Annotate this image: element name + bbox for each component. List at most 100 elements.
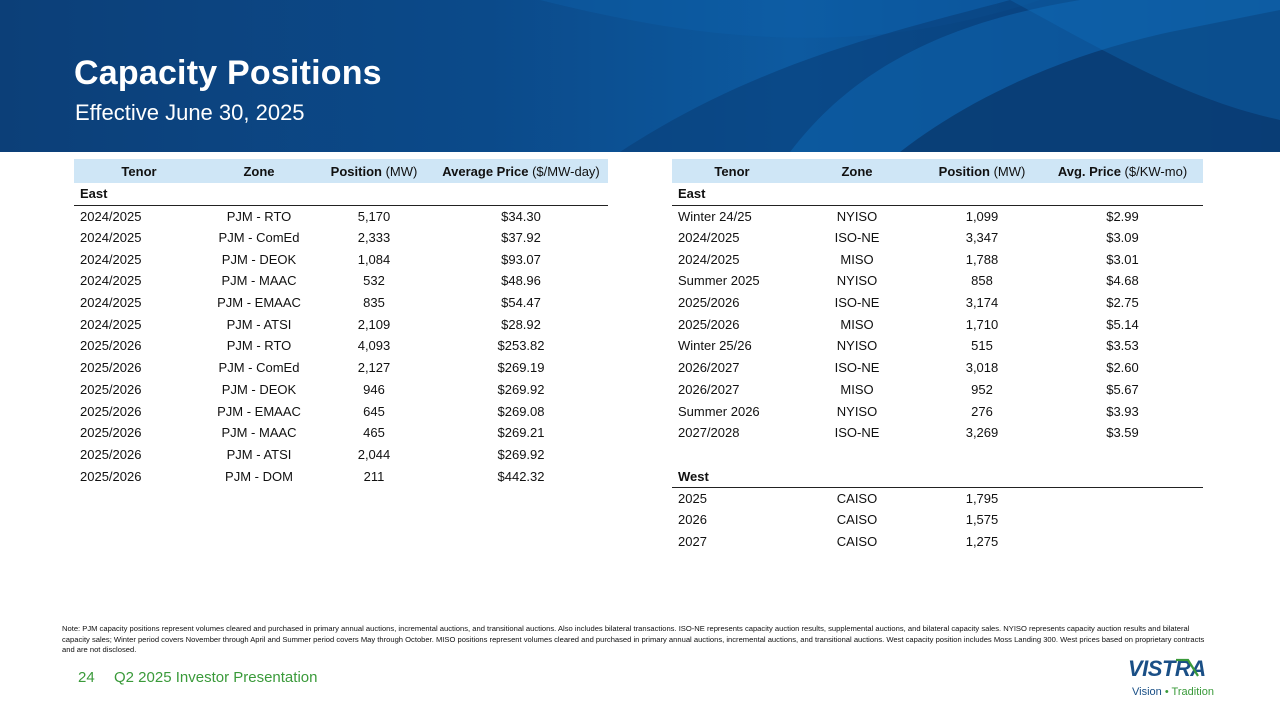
cell-position: 1,575	[965, 512, 999, 528]
header-wave-graphic	[540, 0, 1280, 152]
cell-zone: MISO	[840, 316, 874, 332]
cell-zone: PJM - ATSI	[226, 316, 292, 332]
cell-tenor: Winter 25/26	[678, 338, 752, 354]
cell-zone: ISO-NE	[834, 360, 880, 376]
cell-position: 3,174	[965, 295, 999, 311]
table-row: 2024/2025 PJM - EMAAC 835 $54.47	[74, 292, 608, 314]
column-header-avg-price: Avg. Price ($/KW-mo)	[1042, 159, 1203, 183]
presentation-title: Q2 2025 Investor Presentation	[114, 669, 318, 686]
cell-price: $269.92	[497, 446, 545, 462]
table-row: 2026 CAISO 1,575	[672, 509, 1203, 531]
cell-position: 5,170	[357, 208, 391, 224]
cell-price: $253.82	[497, 338, 545, 354]
cell-zone: PJM - RTO	[226, 208, 292, 224]
page-title: Capacity Positions	[74, 54, 382, 92]
column-header-zone: Zone	[792, 159, 922, 183]
table-row: 2025/2026 MISO 1,710 $5.14	[672, 313, 1203, 335]
table-row: Summer 2026 NYISO 276 $3.93	[672, 400, 1203, 422]
cell-position: 465	[363, 425, 385, 441]
table-row: 2025/2026 ISO-NE 3,174 $2.75	[672, 292, 1203, 314]
cell-tenor: 2024/2025	[80, 230, 142, 246]
footnote: Note: PJM capacity positions represent v…	[62, 624, 1205, 654]
cell-tenor: 2024/2025	[80, 208, 142, 224]
section-row-west: West	[672, 465, 1203, 488]
other-iso-capacity-table: Tenor Zone Position (MW) Avg. Price ($/K…	[672, 159, 1203, 552]
cell-zone: PJM - DEOK	[221, 381, 297, 397]
table-row: Winter 24/25 NYISO 1,099 $2.99	[672, 205, 1203, 227]
cell-tenor: 2025/2026	[80, 446, 142, 462]
section-row-east: East	[672, 183, 1203, 206]
table-row: 2024/2025 PJM - RTO 5,170 $34.30	[74, 205, 608, 227]
cell-zone: NYISO	[836, 208, 878, 224]
cell-position: 3,347	[965, 230, 999, 246]
cell-tenor: 2025/2026	[80, 381, 142, 397]
column-header-average-price: Average Price ($/MW-day)	[434, 159, 608, 183]
cell-price: $2.60	[1106, 360, 1139, 376]
table-row: 2025 CAISO 1,795	[672, 487, 1203, 509]
column-header-tenor: Tenor	[672, 159, 792, 183]
cell-tenor: 2025/2026	[80, 468, 142, 484]
cell-position: 532	[363, 273, 385, 289]
cell-price: $442.32	[497, 468, 545, 484]
cell-zone: PJM - RTO	[226, 338, 292, 354]
column-header-position: Position (MW)	[922, 159, 1042, 183]
cell-zone: PJM - ATSI	[226, 446, 292, 462]
cell-tenor: 2024/2025	[80, 251, 142, 267]
cell-tenor: 2026/2027	[678, 360, 740, 376]
cell-tenor: 2024/2025	[80, 295, 142, 311]
table-row: 2026/2027 ISO-NE 3,018 $2.60	[672, 357, 1203, 379]
table-row: 2025/2026 PJM - MAAC 465 $269.21	[74, 422, 608, 444]
cell-zone: ISO-NE	[834, 230, 880, 246]
cell-price: $3.01	[1106, 251, 1139, 267]
cell-price: $3.93	[1106, 403, 1139, 419]
cell-tenor: 2025/2026	[678, 295, 740, 311]
cell-price: $4.68	[1106, 273, 1139, 289]
cell-price: $269.92	[497, 381, 545, 397]
cell-price: $3.53	[1106, 338, 1139, 354]
cell-position: 2,333	[357, 230, 391, 246]
cell-position: 1,275	[965, 533, 999, 549]
table-row: 2025/2026 PJM - ComEd 2,127 $269.19	[74, 357, 608, 379]
cell-zone: ISO-NE	[834, 425, 880, 441]
table-row: Summer 2025 NYISO 858 $4.68	[672, 270, 1203, 292]
vistra-wordmark-logo: VISTRA	[1128, 656, 1206, 680]
cell-price: $5.67	[1106, 381, 1139, 397]
cell-position: 946	[363, 381, 385, 397]
cell-position: 835	[363, 295, 385, 311]
table-row: 2025/2026 PJM - EMAAC 645 $269.08	[74, 400, 608, 422]
cell-tenor: 2027/2028	[678, 425, 740, 441]
cell-tenor: 2025	[678, 490, 707, 506]
column-header-tenor: Tenor	[74, 159, 204, 183]
cell-price: $93.07	[501, 251, 541, 267]
cell-position: 952	[971, 381, 993, 397]
cell-price: $3.59	[1106, 425, 1139, 441]
cell-price: $269.19	[497, 360, 545, 376]
cell-position: 211	[363, 468, 385, 484]
table-row: 2024/2025 PJM - ComEd 2,333 $37.92	[74, 227, 608, 249]
cell-position: 276	[971, 403, 993, 419]
table-row: 2027/2028 ISO-NE 3,269 $3.59	[672, 422, 1203, 444]
table-header-row: Tenor Zone Position (MW) Avg. Price ($/K…	[672, 159, 1203, 183]
cell-zone: CAISO	[836, 490, 878, 506]
vistra-logo: VISTRA Vision • Tradition	[1128, 656, 1220, 700]
table-row: 2025/2026 PJM - DEOK 946 $269.92	[74, 379, 608, 401]
cell-tenor: 2026	[678, 512, 707, 528]
cell-price: $28.92	[501, 316, 541, 332]
cell-price: $48.96	[501, 273, 541, 289]
table-row: Winter 25/26 NYISO 515 $3.53	[672, 335, 1203, 357]
cell-zone: CAISO	[836, 533, 878, 549]
column-header-zone: Zone	[204, 159, 314, 183]
table-row: 2024/2025 PJM - DEOK 1,084 $93.07	[74, 248, 608, 270]
cell-position: 3,269	[965, 425, 999, 441]
cell-price: $269.08	[497, 403, 545, 419]
cell-tenor: 2026/2027	[678, 381, 740, 397]
cell-price	[1042, 531, 1203, 553]
page-number: 24	[78, 669, 95, 686]
cell-zone: NYISO	[836, 273, 878, 289]
cell-zone: PJM - DEOK	[221, 251, 297, 267]
cell-price: $269.21	[497, 425, 545, 441]
cell-zone: CAISO	[836, 512, 878, 528]
cell-tenor: 2024/2025	[80, 273, 142, 289]
cell-zone: PJM - ComEd	[218, 230, 300, 246]
table-header-row: Tenor Zone Position (MW) Average Price (…	[74, 159, 608, 183]
